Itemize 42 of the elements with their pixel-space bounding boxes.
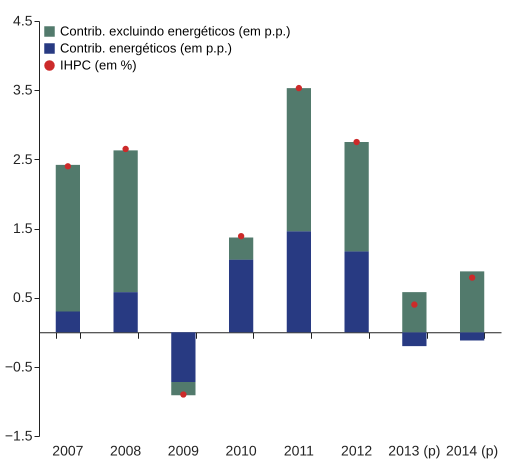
x-tick-label: 2014 (p) — [446, 442, 498, 458]
x-tick-label: 2007 — [52, 442, 84, 458]
bar — [460, 271, 484, 332]
x-tick-label: 2008 — [110, 442, 142, 458]
bar — [171, 332, 196, 382]
y-tick-label: 0.5 — [13, 289, 33, 306]
bar — [171, 382, 196, 396]
y-tick-label: 3.5 — [13, 82, 33, 98]
bar — [56, 164, 80, 312]
y-tick-label: 2.5 — [13, 150, 33, 167]
bar — [114, 150, 138, 292]
bar — [114, 292, 138, 332]
point — [353, 138, 360, 146]
point — [122, 146, 129, 152]
bar — [229, 237, 254, 260]
bar — [286, 231, 312, 332]
y-tick-label: −1.5 — [4, 428, 33, 444]
bar — [344, 251, 369, 332]
x-tick-label: 2012 — [341, 442, 372, 458]
x-tick-label: 2011 — [284, 442, 314, 458]
x-tick-label: 2013 (p) — [388, 442, 440, 458]
bar — [56, 312, 80, 332]
point — [238, 232, 244, 240]
legend-label: Contrib. energéticos (em p.p.) — [60, 40, 232, 56]
bar — [344, 142, 369, 252]
point — [180, 391, 187, 398]
point — [64, 163, 72, 170]
y-tick-label: −0.5 — [4, 358, 33, 374]
bar — [402, 332, 427, 346]
bar — [402, 292, 427, 332]
bar — [286, 88, 312, 232]
x-tick-label: 2009 — [168, 442, 200, 458]
bar — [460, 332, 484, 341]
point — [296, 84, 302, 92]
point — [468, 274, 476, 281]
y-tick-label: 1.5 — [13, 220, 33, 236]
y-tick-label: 4.5 — [13, 12, 33, 28]
x-tick-label: 2010 — [226, 442, 257, 458]
point — [411, 301, 418, 308]
legend-label: Contrib. excluindo energéticos (em p.p.) — [60, 24, 291, 38]
legend-label: IHPC (em %) — [60, 58, 137, 72]
bar — [229, 260, 254, 332]
